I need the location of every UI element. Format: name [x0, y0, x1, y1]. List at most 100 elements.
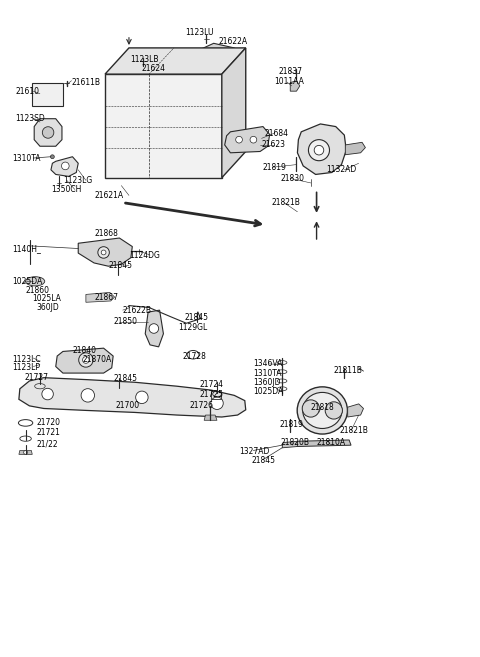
Text: 1310TA: 1310TA [12, 154, 41, 162]
Text: 21622A: 21622A [218, 37, 248, 46]
Text: 21845: 21845 [108, 261, 132, 270]
Text: 1124DG: 1124DG [129, 250, 160, 260]
Polygon shape [290, 81, 300, 91]
Polygon shape [145, 310, 163, 347]
Circle shape [314, 145, 324, 155]
Polygon shape [225, 127, 270, 153]
Polygon shape [32, 83, 63, 106]
Circle shape [98, 246, 109, 258]
Text: 1140H_: 1140H_ [12, 244, 42, 253]
Text: 21845: 21845 [185, 313, 209, 322]
Text: 21726: 21726 [190, 401, 214, 411]
Text: 21850: 21850 [113, 317, 137, 327]
Polygon shape [297, 440, 351, 447]
Polygon shape [282, 442, 298, 448]
Ellipse shape [297, 387, 348, 434]
Polygon shape [345, 143, 365, 155]
Text: 21623: 21623 [262, 141, 286, 149]
Ellipse shape [303, 392, 342, 428]
Circle shape [144, 75, 150, 81]
Polygon shape [105, 74, 222, 177]
Text: 1123LB: 1123LB [130, 55, 158, 64]
Text: 21818: 21818 [311, 403, 335, 412]
Text: 21821B: 21821B [339, 426, 369, 436]
Text: 1129GL: 1129GL [178, 323, 207, 332]
Text: 21621A: 21621A [94, 191, 123, 200]
Text: 21610: 21610 [15, 87, 39, 96]
Text: 1327AD: 1327AD [239, 447, 269, 456]
Text: 1350CH: 1350CH [51, 185, 81, 194]
Polygon shape [298, 124, 346, 174]
Text: 21622B: 21622B [123, 306, 152, 315]
Text: 21724: 21724 [199, 380, 223, 390]
Polygon shape [51, 157, 78, 176]
Circle shape [81, 389, 95, 402]
Circle shape [309, 140, 329, 161]
Text: 21860: 21860 [25, 286, 49, 295]
Circle shape [213, 56, 217, 61]
Text: 21720: 21720 [36, 419, 60, 428]
Text: 1346VA: 1346VA [253, 359, 283, 369]
Text: 21728: 21728 [182, 351, 206, 361]
Text: 21721: 21721 [36, 428, 60, 437]
Text: 1123LU: 1123LU [185, 28, 214, 37]
Circle shape [101, 250, 106, 255]
Text: 21870A: 21870A [82, 355, 111, 365]
Circle shape [302, 400, 320, 417]
Text: 21810A: 21810A [317, 438, 346, 447]
Text: 21624: 21624 [142, 64, 166, 73]
Text: 1123LC: 1123LC [12, 355, 41, 365]
Polygon shape [137, 66, 155, 89]
Text: 21821B: 21821B [271, 198, 300, 207]
Text: 21867: 21867 [94, 292, 118, 302]
Bar [211, 392, 221, 399]
Text: 1123LG: 1123LG [63, 176, 92, 185]
Polygon shape [204, 415, 217, 420]
Circle shape [42, 127, 54, 138]
Text: 1123SD: 1123SD [15, 114, 45, 124]
Polygon shape [348, 404, 363, 417]
Text: 360JD: 360JD [36, 303, 60, 312]
Circle shape [136, 391, 148, 403]
Circle shape [209, 53, 221, 64]
Text: 21725: 21725 [199, 390, 223, 399]
Text: 21830: 21830 [281, 174, 305, 183]
Polygon shape [192, 43, 239, 74]
Text: 21700: 21700 [116, 401, 140, 411]
Text: 21868: 21868 [94, 229, 118, 238]
Polygon shape [19, 451, 32, 455]
Circle shape [211, 397, 223, 409]
Text: 21837: 21837 [278, 67, 302, 76]
Circle shape [61, 162, 69, 170]
Text: 1310TA: 1310TA [253, 369, 282, 378]
Text: 21/22: 21/22 [36, 440, 58, 448]
Circle shape [50, 155, 54, 158]
Text: 21819: 21819 [279, 420, 303, 429]
Polygon shape [78, 238, 132, 266]
Polygon shape [86, 292, 115, 302]
Text: 21845: 21845 [113, 374, 137, 383]
Circle shape [325, 402, 342, 419]
Text: 21727: 21727 [24, 373, 48, 382]
Text: 21611B: 21611B [72, 78, 100, 87]
Ellipse shape [25, 277, 45, 286]
Text: 21811B: 21811B [333, 366, 362, 375]
Text: 1025LA: 1025LA [32, 294, 60, 304]
Polygon shape [19, 378, 246, 417]
Text: 1025DA: 1025DA [253, 387, 284, 396]
Text: 21840: 21840 [72, 346, 96, 355]
Text: 21845: 21845 [252, 457, 276, 465]
Text: 21819: 21819 [263, 163, 287, 171]
Circle shape [24, 451, 27, 455]
Circle shape [236, 137, 242, 143]
Circle shape [79, 353, 93, 367]
Text: 21820B: 21820B [281, 438, 310, 447]
Text: 21684: 21684 [265, 129, 289, 137]
Text: 1025DA: 1025DA [12, 277, 43, 286]
Polygon shape [56, 348, 113, 373]
Text: 1132AD: 1132AD [326, 166, 356, 174]
Text: 1123LP: 1123LP [12, 363, 41, 373]
Polygon shape [34, 119, 62, 147]
Text: 1360JD: 1360JD [253, 378, 281, 387]
Polygon shape [222, 48, 246, 177]
